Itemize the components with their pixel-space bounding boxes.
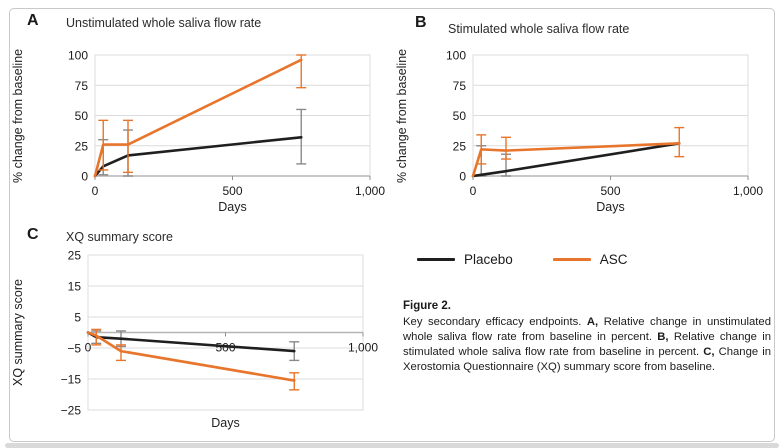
x-tick-label: 0	[85, 340, 92, 354]
caption-text-segment: Change in Xerostomia Questionnaire (XQ) …	[403, 345, 771, 373]
x-tick-label: 1,000	[355, 184, 385, 198]
legend-label-asc: ASC	[599, 252, 628, 267]
y-tick-label: 100	[68, 49, 88, 63]
y-tick-label: 0	[81, 170, 88, 184]
chart-legend: Placebo ASC	[417, 252, 628, 267]
caption-text-segment: Relative change in unstimulated whole sa…	[403, 316, 771, 343]
y-tick-label: −5	[67, 342, 81, 356]
chart-a-canvas: 0 25 50 75 100 0 500 1,000	[68, 49, 385, 198]
legend-label-placebo: Placebo	[464, 252, 513, 267]
error-bar-asc	[123, 119, 133, 174]
y-tick-label: −15	[61, 373, 82, 387]
x-tick-label: 500	[600, 184, 620, 198]
series-line-placebo	[93, 135, 303, 178]
figure-caption-title: Figure 2.	[403, 300, 451, 312]
figure-card-border	[9, 8, 775, 442]
y-tick-label: 0	[459, 170, 466, 184]
y-tick-label: 100	[446, 49, 466, 63]
series-line-asc	[471, 142, 681, 178]
x-tick-label: 500	[222, 184, 242, 198]
asc-line-swatch	[552, 258, 591, 261]
caption-bold-ref: B,	[657, 330, 669, 343]
error-bar-asc	[91, 328, 102, 346]
figure-caption: Figure 2. Key secondary efficacy endpoin…	[403, 300, 771, 375]
series-line-asc	[93, 58, 303, 178]
y-tick-label: 75	[453, 79, 467, 93]
panel-label-b: B	[415, 14, 427, 31]
y-tick-label: 50	[453, 109, 467, 123]
y-tick-label: 25	[453, 139, 467, 153]
y-tick-label: 25	[75, 139, 89, 153]
y-tick-label: 15	[68, 280, 82, 294]
x-tick-label: 0	[470, 184, 477, 198]
caption-bold-ref: C,	[703, 345, 715, 358]
caption-bold-ref: A,	[586, 316, 599, 328]
caption-text-segment: Relative change in stimulated whole sali…	[403, 330, 771, 358]
chart-b-canvas: 0 25 50 75 100 0 500 1,000	[446, 49, 763, 198]
panel-title-b: Stimulated whole saliva flow rate	[448, 22, 630, 36]
x-tick-label: 1,000	[733, 184, 763, 198]
series-line-asc	[86, 331, 296, 382]
error-bar-asc	[116, 344, 126, 362]
placebo-line-swatch	[417, 258, 455, 261]
x-axis-label-b: Days	[596, 200, 625, 214]
legend-item-asc: ASC	[552, 252, 628, 267]
x-axis-label-c: Days	[211, 416, 240, 430]
bottom-divider	[5, 443, 779, 448]
x-tick-label: 0	[92, 184, 99, 198]
y-axis-label-b: % change from baseline	[395, 48, 409, 183]
panel-label-c: C	[27, 226, 39, 243]
y-axis-label-a: % change from baseline	[11, 48, 25, 183]
y-tick-label: 50	[75, 109, 89, 123]
x-tick-label: 1,000	[348, 340, 378, 354]
legend-item-placebo: Placebo	[417, 252, 513, 267]
x-axis-label-a: Days	[218, 200, 247, 214]
y-tick-label: 25	[68, 249, 82, 263]
y-axis-label-c: XQ summary score	[11, 279, 25, 386]
figure-caption-text: Key secondary efficacy endpoints. A, Rel…	[403, 315, 771, 375]
y-tick-label: 75	[75, 79, 89, 93]
caption-text-segment: Key secondary efficacy endpoints.	[403, 316, 587, 328]
panel-label-a: A	[27, 12, 39, 29]
panel-title-a: Unstimulated whole saliva flow rate	[66, 16, 262, 30]
panel-title-c: XQ summary score	[66, 230, 173, 244]
error-bar-asc	[501, 136, 511, 160]
series-line-placebo	[471, 142, 681, 178]
y-tick-label: −25	[61, 404, 82, 418]
y-tick-label: 5	[74, 311, 81, 325]
